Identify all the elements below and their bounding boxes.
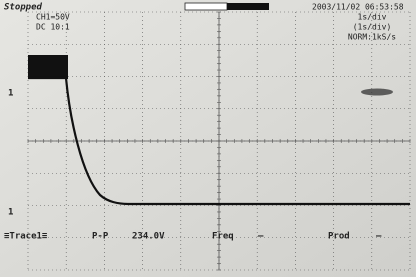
measure-value: 234.0V (132, 232, 165, 242)
measure-label: Prod (328, 232, 350, 242)
timebase: 1s/div (358, 13, 387, 22)
timestamp: 2003/11/02 06:53:58 (312, 3, 404, 12)
memory-bar-view (227, 3, 269, 10)
trace-label: ≡Trace1≡ (4, 232, 48, 242)
waveform-block (28, 55, 68, 79)
timebase-paren: (1s/div) (353, 23, 392, 32)
sampling: NORM:1kS/s (348, 33, 396, 42)
measure-label: Freq (212, 232, 234, 242)
memory-bar (185, 3, 227, 10)
waveform-ghost (361, 89, 393, 96)
scope-screen: Stopped CH1=50V DC 10:1 2003/11/02 06:53… (0, 0, 416, 277)
coupling: DC 10:1 (36, 23, 70, 32)
background (0, 0, 416, 277)
channel-scale: CH1=50V (36, 13, 70, 22)
ch1-level-marker: 1 (8, 89, 13, 99)
status: Stopped (4, 3, 43, 13)
measure-value: — (258, 232, 264, 242)
measure-label: P-P (92, 232, 109, 242)
measure-value: — (376, 232, 382, 242)
trigger-marker: 1 (8, 208, 13, 218)
